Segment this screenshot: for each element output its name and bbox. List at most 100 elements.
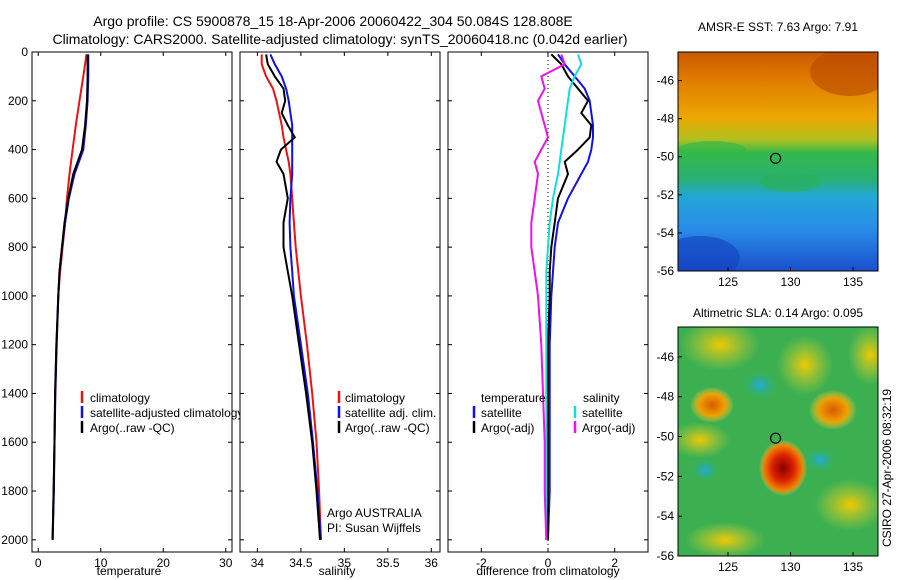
argo-location-marker	[769, 152, 782, 164]
argo-location-marker	[769, 432, 782, 444]
temperature-legend: climatology satellite-adjusted climatolo…	[80, 391, 243, 435]
x-tick-label: 2	[611, 556, 618, 570]
y-tick-label: 1400	[1, 386, 28, 400]
map-y-tick-label: -52	[657, 188, 675, 202]
series-line-p2-3	[530, 54, 566, 540]
sla-yellow-blob	[685, 522, 765, 556]
y-tick-label: 400	[8, 143, 28, 157]
x-tick-label: 34.5	[289, 556, 313, 570]
series-line-p1-2	[265, 54, 321, 540]
sst-cold-patch	[678, 236, 740, 271]
salinity-plot-frame	[239, 51, 441, 553]
sla-yellow-blob	[848, 327, 878, 385]
map-y-tick-label: -52	[657, 469, 675, 483]
sla-map-title: Altimetric SLA: 0.14 Argo: 0.095	[693, 306, 863, 320]
sst-map-panel: AMSR-E SST: 7.63 Argo: 7.91 125 130 135 -46…	[657, 20, 879, 289]
x-tick-label: 0	[545, 556, 552, 570]
x-tick-label: 34	[251, 556, 265, 570]
series-line-p1-0	[260, 54, 322, 540]
annotation-pi: PI: Susan Wijffels	[327, 521, 421, 535]
x-tick-label: 35.5	[376, 556, 400, 570]
salinity-lines	[260, 53, 322, 540]
map-y-tick-label: -48	[657, 112, 675, 126]
sst-map-title: AMSR-E SST: 7.63 Argo: 7.91	[698, 20, 858, 34]
y-tick-label: 200	[8, 94, 28, 108]
legend-label-temp-argo: Argo(-adj)	[481, 421, 534, 435]
map-y-tick-label: -50	[657, 150, 675, 164]
x-tick-label: -2	[476, 556, 487, 570]
map-x-tick-label: 125	[718, 275, 738, 289]
legend-label-climatology: climatology	[90, 391, 150, 405]
sst-warm-patch	[810, 52, 878, 96]
map-y-tick-label: -48	[657, 390, 675, 404]
x-tick-label: 36	[425, 556, 439, 570]
legend-label-sal-satellite: satellite	[582, 406, 623, 420]
sst-field	[678, 52, 878, 271]
sla-cyan-eddy	[804, 448, 836, 472]
y-tick-label: 0	[21, 45, 28, 59]
y-tick-label: 1600	[1, 435, 28, 449]
map-y-tick-label: -46	[657, 74, 675, 88]
sst-green-intrusion	[678, 141, 746, 159]
sla-red-eddy	[759, 440, 807, 496]
sla-map-frame	[677, 326, 879, 557]
salinity-ticks: 34 34.5 35 35.5 36	[240, 51, 440, 570]
sla-orange-eddy	[690, 387, 734, 423]
salinity-panel: 34 34.5 35 35.5 36 salinity climatology sate…	[239, 51, 441, 578]
legend-label-satellite-adjusted: satellite-adjusted climatology	[90, 406, 243, 420]
sla-yellow-blob	[680, 327, 760, 371]
footer-stamp: CSIRO 27-Apr-2006 08:32:19	[880, 389, 894, 547]
salinity-xlabel: salinity	[319, 564, 356, 578]
sst-green-tongue	[760, 172, 820, 192]
map-y-tick-label: -50	[657, 430, 675, 444]
map-x-tick-label: 135	[843, 275, 863, 289]
sla-field	[678, 327, 878, 556]
legend-label-satellite-adj: satellite adj. clim.	[345, 406, 436, 420]
map-y-tick-label: -54	[657, 226, 675, 240]
y-tick-label: 2000	[1, 533, 28, 547]
map-x-tick-label: 130	[780, 275, 800, 289]
temperature-panel: 0 10 20 30 0 200 400 600 800 1000 1200 1400 1600 1800…	[1, 45, 243, 578]
map-y-tick-label: -56	[657, 549, 675, 563]
legend-header-salinity: salinity	[583, 391, 620, 405]
map-x-tick-label: 130	[780, 560, 800, 574]
x-tick-label: 10	[94, 556, 108, 570]
legend-label-sal-argo: Argo(-adj)	[582, 421, 635, 435]
map-y-tick-label: -54	[657, 509, 675, 523]
x-tick-label: 35	[338, 556, 352, 570]
temperature-plot-frame	[31, 51, 233, 553]
legend-header-temperature: temperature	[481, 391, 546, 405]
y-tick-label: 1200	[1, 338, 28, 352]
sst-map-ticks: 125 130 135 -46 -48 -50 -52 -54 -56	[657, 74, 864, 289]
series-line-p2-0	[547, 53, 594, 540]
series-line-p1-1	[269, 53, 322, 540]
difference-ticks: -2 0 2	[448, 51, 648, 570]
legend-label-argo: Argo(..raw -QC)	[345, 421, 430, 435]
map-y-tick-label: -56	[657, 264, 675, 278]
sla-cyan-eddy	[691, 458, 719, 482]
temperature-xlabel: temperature	[97, 564, 162, 578]
sla-yellow-blob	[814, 479, 878, 531]
salinity-legend: climatology satellite adj. clim. Argo(..…	[337, 391, 436, 435]
y-tick-label: 600	[8, 191, 28, 205]
y-tick-label: 1000	[1, 289, 28, 303]
difference-legend: temperature salinity satellite Argo(-adj…	[472, 391, 635, 435]
sla-cyan-eddy	[742, 371, 778, 399]
map-y-tick-label: -46	[657, 350, 675, 364]
header-line-2: Climatology: CARS2000. Satellite-adjuste…	[52, 31, 627, 47]
sla-map-panel: Altimetric SLA: 0.14 Argo: 0.095 125 130 1…	[657, 306, 879, 574]
sst-map-frame	[677, 51, 879, 272]
sla-yellow-blob	[678, 422, 730, 458]
difference-panel: -2 0 2 difference from climatology tempera…	[447, 51, 649, 578]
temperature-ticks: 0 10 20 30 0 200 400 600 800 1000 1200 1400 1600 1800…	[1, 45, 232, 570]
y-tick-label: 800	[8, 240, 28, 254]
series-line-p2-2	[545, 54, 583, 540]
difference-xlabel: difference from climatology	[476, 564, 619, 578]
sla-map-ticks: 125 130 135 -46 -48 -50 -52 -54 -56	[657, 350, 864, 574]
legend-label-climatology: climatology	[345, 391, 405, 405]
sla-orange-eddy	[809, 390, 857, 430]
legend-label-temp-satellite: satellite	[481, 406, 522, 420]
series-line-p0-2	[51, 54, 89, 540]
series-line-p2-1	[547, 53, 593, 540]
